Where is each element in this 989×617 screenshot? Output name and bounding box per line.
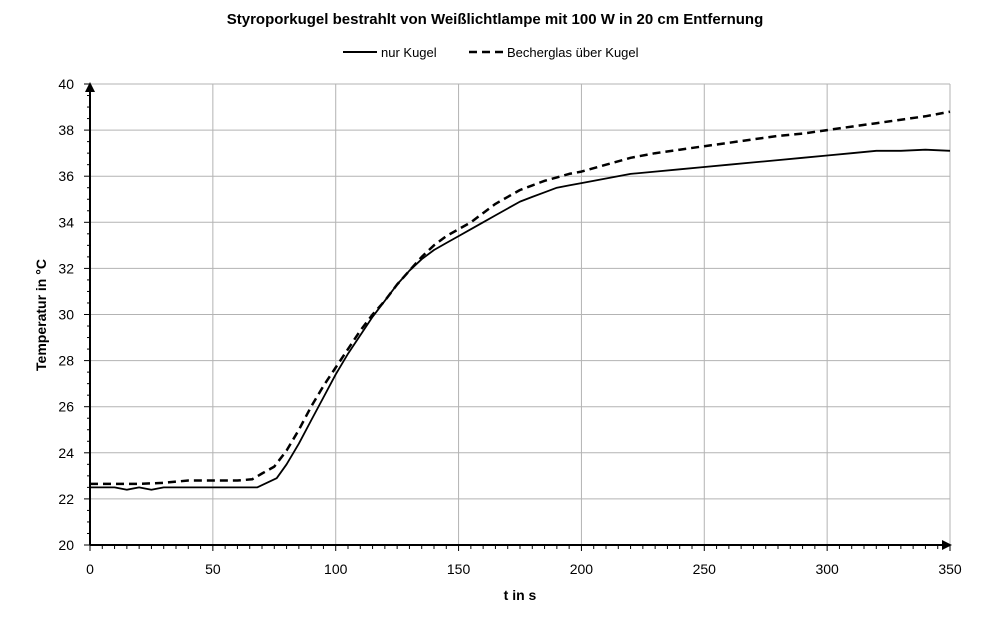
x-tick-label: 300 — [815, 561, 839, 577]
x-tick-label: 350 — [938, 561, 962, 577]
y-tick-label: 22 — [58, 491, 74, 507]
tick-labels: 0 50 100 150 200 250 300 350 20 22 24 26 28 30 32 34 36 3… — [58, 76, 961, 577]
series-line-nur-kugel — [90, 148, 951, 491]
gridlines — [90, 83, 951, 545]
y-axis-title: Temperatur in °C — [33, 259, 49, 371]
x-tick-label: 250 — [693, 561, 717, 577]
y-tick-label: 32 — [58, 260, 74, 276]
y-tick-label: 28 — [58, 353, 74, 369]
legend-label-nur-kugel: nur Kugel — [381, 45, 437, 60]
y-tick-label: 36 — [58, 168, 74, 184]
x-tick-label: 0 — [86, 561, 94, 577]
series-group — [90, 110, 951, 491]
x-tick-label: 50 — [205, 561, 221, 577]
x-tick-label: 150 — [447, 561, 471, 577]
x-axis-title: t in s — [504, 587, 537, 603]
x-tick-label: 100 — [324, 561, 348, 577]
y-tick-label: 24 — [58, 445, 74, 461]
chart-title: Styroporkugel bestrahlt von Weißlichtlam… — [227, 11, 763, 28]
y-tick-label: 30 — [58, 307, 74, 323]
y-tick-label: 26 — [58, 399, 74, 415]
y-tick-label: 40 — [58, 76, 74, 92]
x-tick-label: 200 — [570, 561, 594, 577]
axes — [84, 82, 952, 551]
y-tick-label: 34 — [58, 214, 74, 230]
y-tick-label: 20 — [58, 537, 74, 553]
x-axis-arrow-icon — [942, 540, 952, 550]
y-axis-arrow-icon — [85, 82, 95, 92]
series-line-becherglas — [90, 110, 951, 486]
legend-label-becherglas: Becherglas über Kugel — [507, 45, 639, 60]
legend: nur Kugel Becherglas über Kugel — [343, 45, 639, 60]
y-tick-label: 38 — [58, 122, 74, 138]
